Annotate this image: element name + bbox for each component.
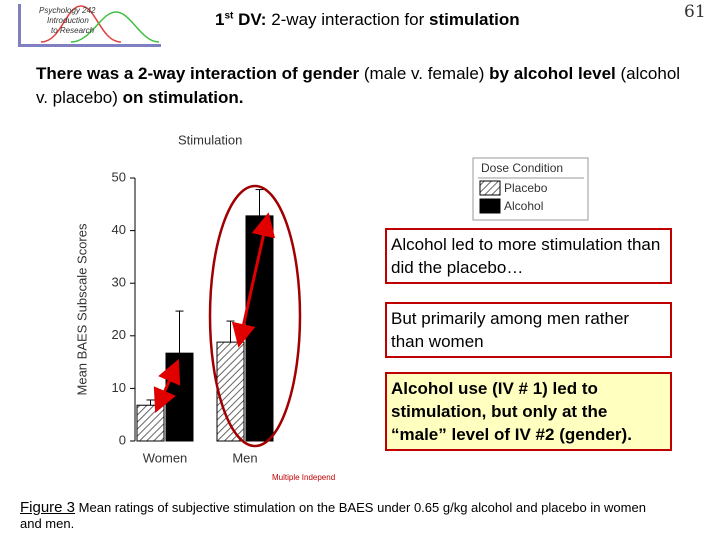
chart-title: Stimulation (178, 132, 242, 147)
intro-part: (alcohol v. placebo) (36, 64, 681, 107)
y-tick-label: 30 (112, 275, 126, 290)
arrow (231, 212, 276, 348)
legend-swatch (479, 180, 501, 196)
callout: Alcohol led to more stimulation than did… (385, 228, 672, 284)
caption-label: Figure 3 (20, 499, 76, 516)
logo-line: Introduction (47, 16, 89, 25)
intro-part: on stimulation. (122, 88, 244, 107)
highlight-oval (208, 184, 302, 448)
intro-part: (male v. female) (363, 64, 485, 83)
logo-curves (40, 5, 160, 43)
bar (136, 404, 165, 442)
page-number: 61 (684, 2, 706, 22)
title-sup: st (224, 10, 234, 22)
intro-part: There was a 2-way interaction of gender (36, 64, 360, 83)
legend-swatch (479, 198, 501, 214)
title-prefix: DV: (238, 10, 267, 29)
callout: Alcohol use (IV # 1) led to stimulation,… (385, 372, 672, 451)
y-axis-label: Mean BAES Subscale Scores (74, 223, 89, 395)
logo: Psychology 242 Introduction to Research (18, 4, 161, 47)
caption-text: Mean ratings of subjective stimulation o… (20, 500, 646, 531)
intro: There was a 2-way interaction of gender … (36, 62, 686, 110)
note: Multiple Independ (272, 473, 335, 482)
title-number: 1 (215, 10, 225, 29)
x-tick-label: Men (232, 450, 257, 465)
y-tick-label: 50 (112, 169, 126, 184)
y-tick-label: 0 (119, 432, 126, 447)
title-middle: 2-way interaction for (271, 10, 425, 29)
caption: Figure 3 Mean ratings of subjective stim… (20, 500, 660, 532)
legend-title: Dose Condition (481, 161, 563, 175)
logo-line: Psychology 242 (39, 6, 96, 15)
intro-part: by alcohol level (489, 64, 616, 83)
arrow (153, 359, 181, 413)
y-tick-label: 10 (112, 380, 126, 395)
y-tick-label: 20 (112, 327, 126, 342)
bar (165, 352, 194, 442)
slide-title: 1st DV: 2-way interaction for stimulatio… (215, 10, 520, 30)
y-tick-label: 40 (112, 222, 126, 237)
x-tick-label: Women (143, 450, 188, 465)
logo-line: to Research (51, 26, 95, 35)
legend-label: Placebo (504, 181, 548, 195)
callout: But primarily among men rather than wome… (385, 302, 672, 358)
legend-label: Alcohol (504, 199, 543, 213)
title-emphasis: stimulation (429, 10, 520, 29)
